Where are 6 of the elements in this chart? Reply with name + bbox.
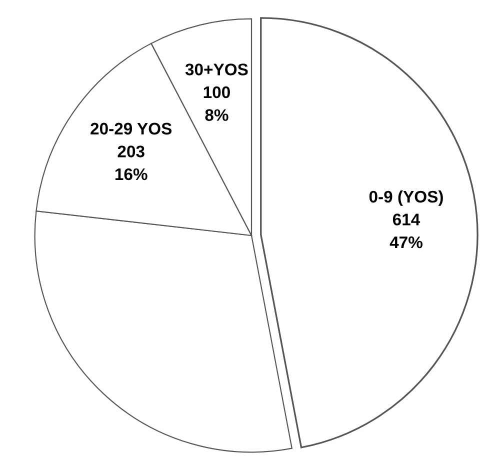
slice-label: 0-9 (YOS) <box>369 190 443 206</box>
data-label: 614 47% <box>390 214 422 248</box>
slice-label: 20-29 YOS <box>90 122 172 135</box>
data-label: 203 16% <box>115 146 148 180</box>
data-label: 100 8% <box>204 86 230 121</box>
slice-label: 30+YOS <box>185 64 248 76</box>
